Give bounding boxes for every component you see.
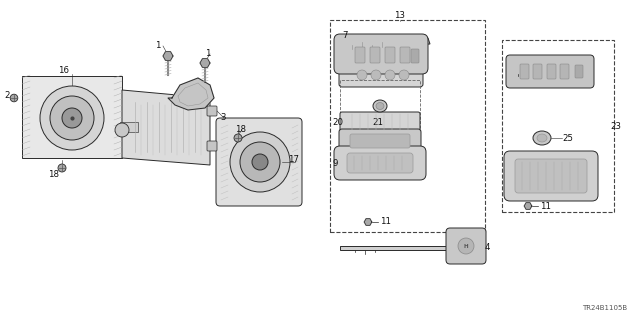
FancyBboxPatch shape <box>400 47 410 63</box>
Polygon shape <box>510 64 575 74</box>
Text: 20: 20 <box>332 117 343 126</box>
Text: 4: 4 <box>485 243 490 252</box>
Ellipse shape <box>376 102 384 109</box>
Text: 9: 9 <box>332 158 337 167</box>
Text: 7: 7 <box>342 30 348 39</box>
FancyBboxPatch shape <box>575 65 583 78</box>
Text: 23: 23 <box>611 122 621 131</box>
Text: 11: 11 <box>380 218 391 227</box>
FancyBboxPatch shape <box>370 47 380 63</box>
FancyBboxPatch shape <box>207 141 217 151</box>
Ellipse shape <box>533 131 551 145</box>
FancyBboxPatch shape <box>411 49 419 63</box>
FancyBboxPatch shape <box>533 64 542 79</box>
Bar <box>330 20 485 232</box>
Ellipse shape <box>537 134 547 142</box>
Circle shape <box>252 154 268 170</box>
FancyBboxPatch shape <box>506 55 594 88</box>
FancyBboxPatch shape <box>340 112 420 132</box>
FancyBboxPatch shape <box>560 64 569 79</box>
FancyBboxPatch shape <box>347 153 413 173</box>
Polygon shape <box>122 90 210 165</box>
Circle shape <box>385 70 395 80</box>
FancyBboxPatch shape <box>334 34 428 74</box>
Circle shape <box>40 86 104 150</box>
Polygon shape <box>364 219 372 225</box>
Text: 3: 3 <box>220 113 225 122</box>
FancyBboxPatch shape <box>520 64 529 79</box>
Text: 11: 11 <box>540 202 551 211</box>
Circle shape <box>240 142 280 182</box>
Circle shape <box>10 94 18 102</box>
Text: 18: 18 <box>48 170 59 179</box>
FancyBboxPatch shape <box>339 63 423 87</box>
Polygon shape <box>340 38 430 49</box>
Text: 21: 21 <box>372 117 383 126</box>
Circle shape <box>234 134 242 142</box>
FancyBboxPatch shape <box>334 146 426 180</box>
FancyBboxPatch shape <box>22 76 122 158</box>
Polygon shape <box>340 246 455 250</box>
FancyBboxPatch shape <box>385 47 395 63</box>
Circle shape <box>58 164 66 172</box>
Polygon shape <box>524 203 532 209</box>
Circle shape <box>357 70 367 80</box>
Text: 16: 16 <box>58 66 69 75</box>
Text: 18: 18 <box>235 124 246 133</box>
FancyBboxPatch shape <box>446 228 486 264</box>
FancyBboxPatch shape <box>504 151 598 201</box>
Polygon shape <box>168 78 214 110</box>
Circle shape <box>115 123 129 137</box>
Circle shape <box>458 238 474 254</box>
FancyBboxPatch shape <box>547 64 556 79</box>
Text: H: H <box>464 244 468 249</box>
FancyBboxPatch shape <box>339 129 421 153</box>
Circle shape <box>399 70 409 80</box>
Polygon shape <box>200 59 210 67</box>
Text: 2: 2 <box>4 91 10 100</box>
FancyBboxPatch shape <box>350 134 410 148</box>
Text: 1: 1 <box>205 49 211 58</box>
Bar <box>502 40 614 212</box>
Text: 1: 1 <box>155 41 161 50</box>
Text: TR24B1105B: TR24B1105B <box>582 305 628 311</box>
Text: 13: 13 <box>394 11 406 20</box>
FancyBboxPatch shape <box>515 159 587 193</box>
Circle shape <box>50 96 94 140</box>
Circle shape <box>371 70 381 80</box>
FancyBboxPatch shape <box>355 47 365 63</box>
Text: 25: 25 <box>562 133 573 142</box>
FancyBboxPatch shape <box>120 122 138 132</box>
FancyBboxPatch shape <box>207 106 217 116</box>
Ellipse shape <box>373 100 387 112</box>
Circle shape <box>62 108 82 128</box>
Bar <box>340 80 420 132</box>
Text: 17: 17 <box>288 156 299 164</box>
FancyBboxPatch shape <box>216 118 302 206</box>
Polygon shape <box>163 52 173 60</box>
Circle shape <box>230 132 290 192</box>
